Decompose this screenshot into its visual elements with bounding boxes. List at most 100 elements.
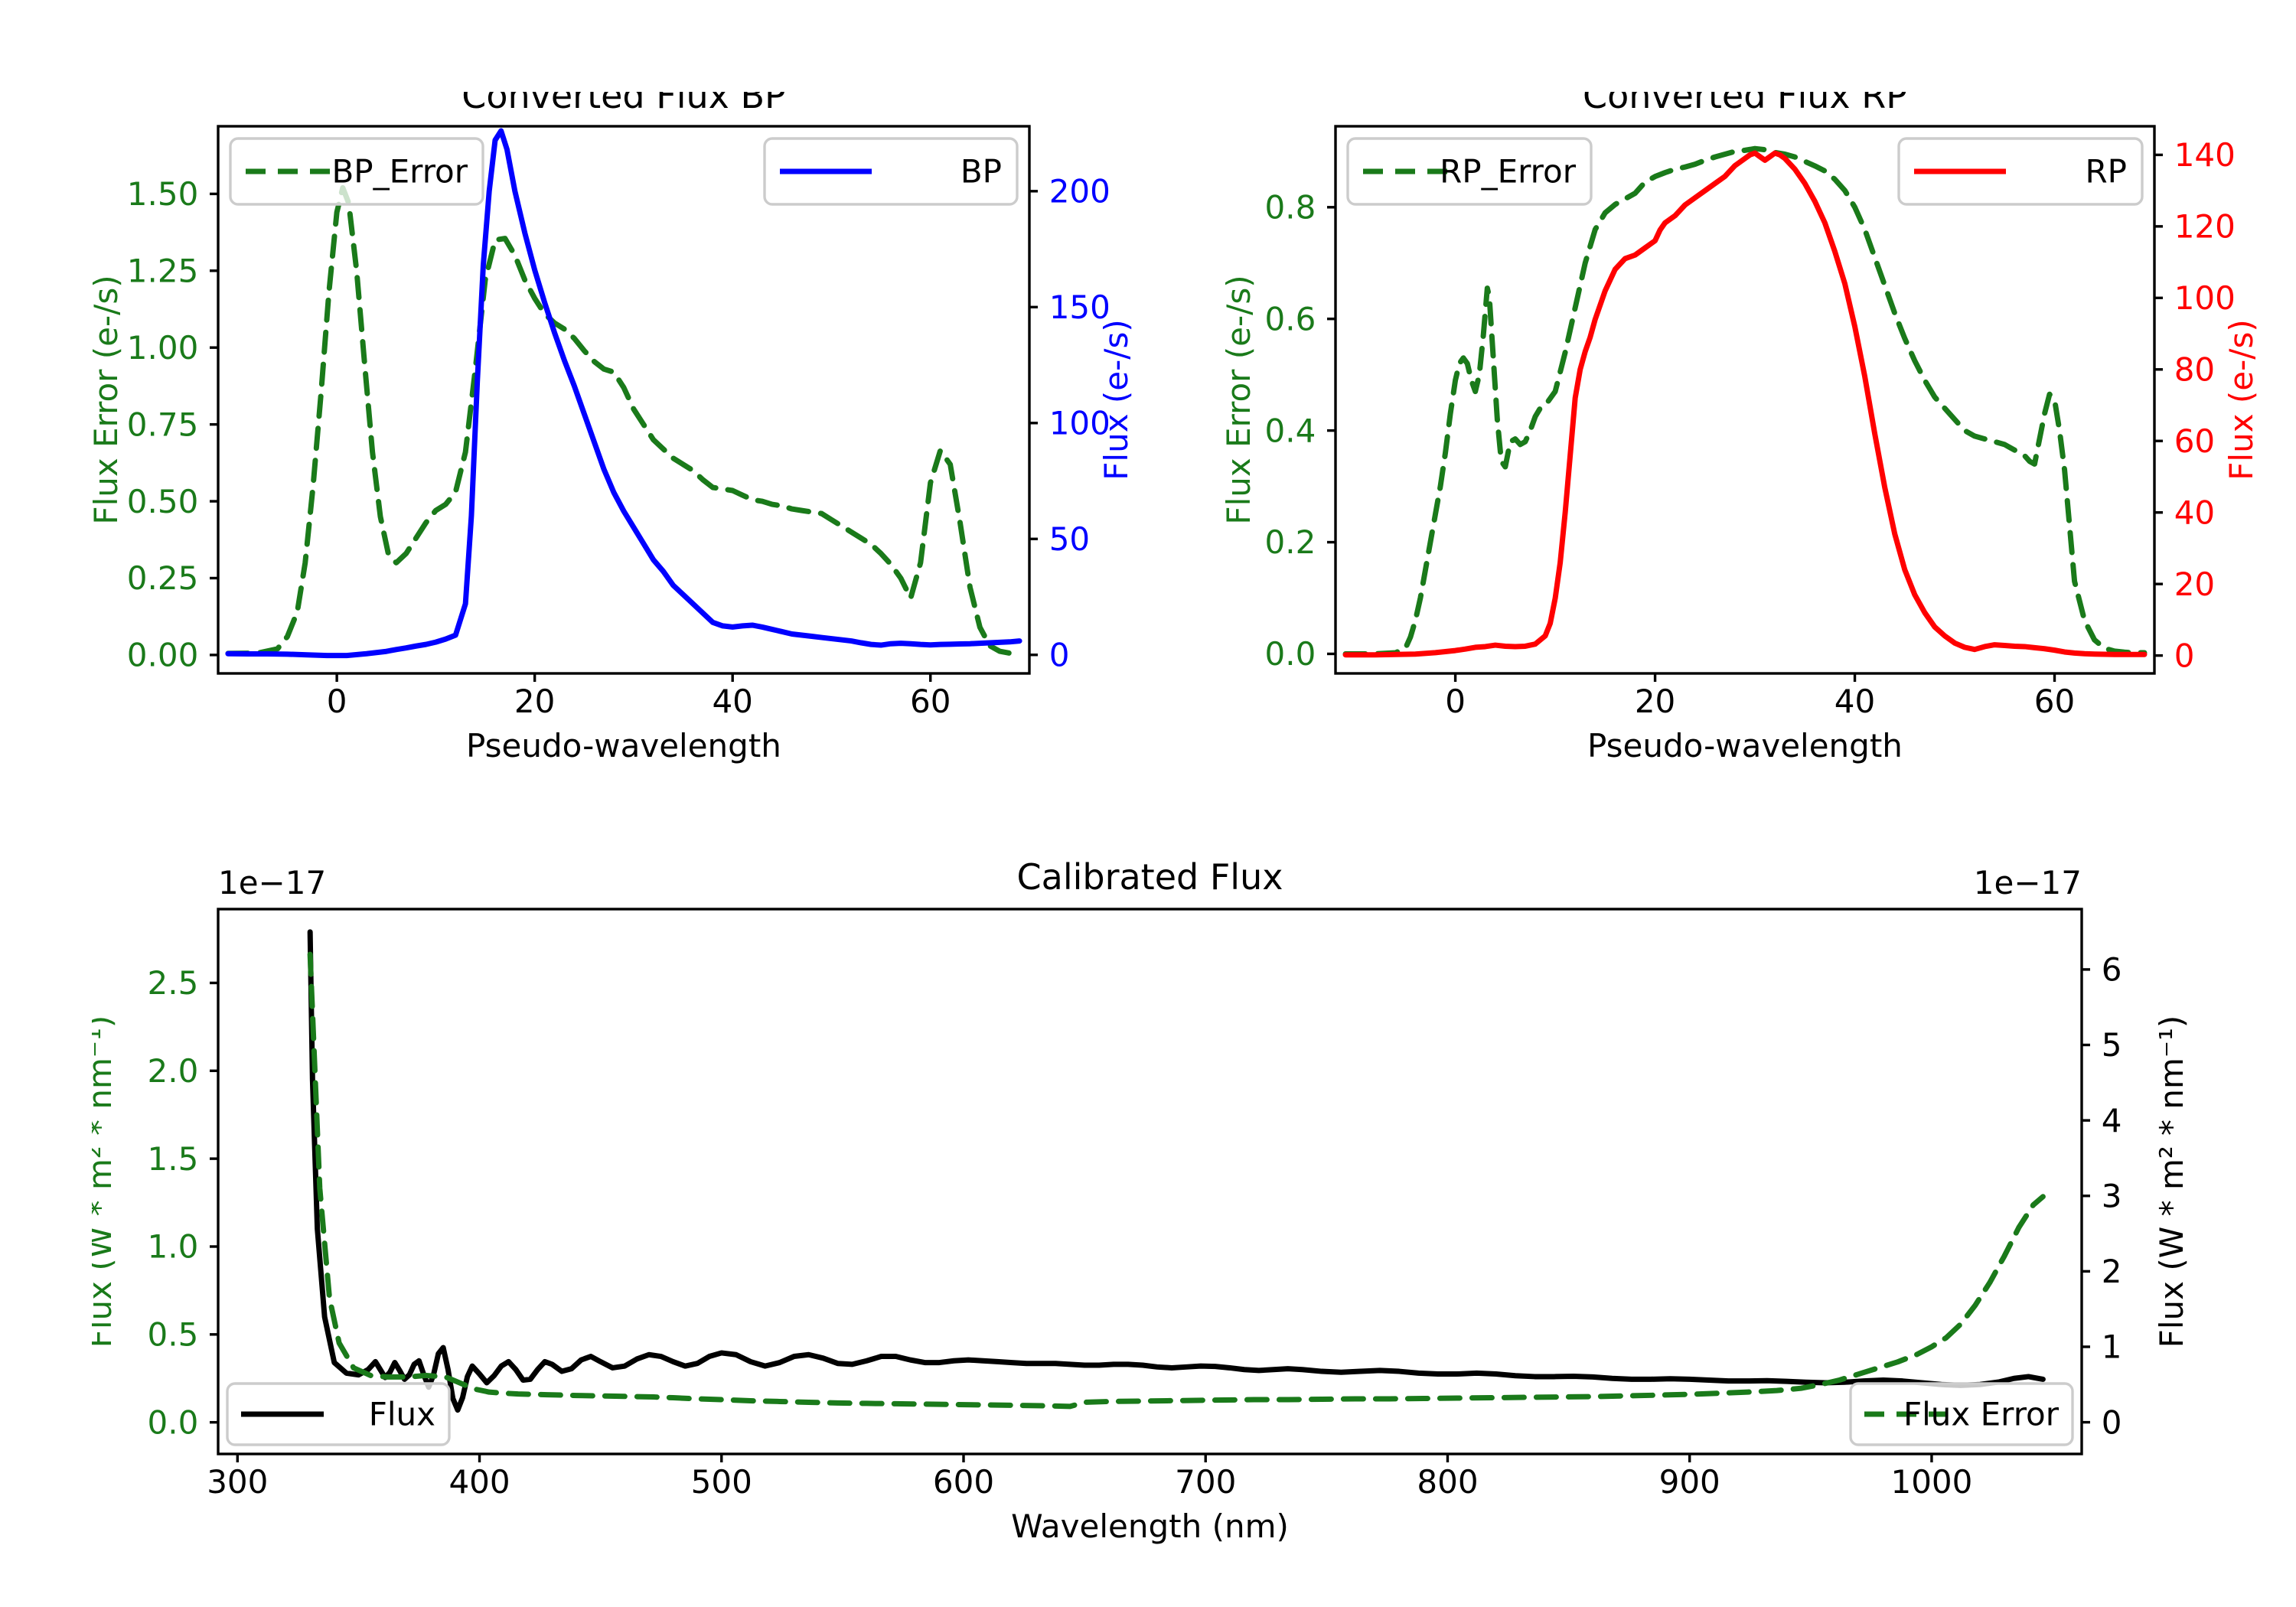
- y-tick-label-right: 5: [2102, 1026, 2122, 1064]
- y-tick-label-left: 1.0: [148, 1228, 199, 1266]
- y-tick-label-left: 0.00: [127, 637, 199, 674]
- x-tick-label: 800: [1417, 1463, 1478, 1501]
- legend-bp: BP: [763, 137, 1019, 206]
- y-tick-label-left: 0.5: [148, 1316, 199, 1354]
- y-tick-label-left: 0.0: [1265, 635, 1316, 673]
- x-tick-label: 1000: [1890, 1463, 1972, 1501]
- y-tick-label-right: 4: [2102, 1102, 2122, 1139]
- plot-frame: [217, 908, 2083, 1455]
- legend-rp-error: RP_Error: [1346, 137, 1593, 206]
- y-tick-label-right: 150: [1049, 288, 1110, 326]
- y-tick-label-left: 0.6: [1265, 300, 1316, 337]
- series-line-rp-error: [1342, 145, 2148, 657]
- legend-box: [1849, 1382, 2074, 1446]
- series-line-bp-error: [225, 184, 1022, 657]
- chart-title: Converted Flux RP: [1583, 92, 1907, 116]
- y-tick-label-right: 0: [2102, 1403, 2122, 1441]
- y-tick-label-left: 1.5: [148, 1140, 199, 1178]
- y-tick-label-left: 2.0: [148, 1052, 199, 1090]
- y-axis-label-right: Flux (e-/s): [1097, 319, 1135, 480]
- y-axis-label-right: Flux (e-/s): [2223, 319, 2260, 480]
- legend-box: [1897, 137, 2144, 206]
- x-tick-label: 500: [691, 1463, 752, 1501]
- x-tick-label: 700: [1175, 1463, 1236, 1501]
- plot-frame: [1334, 125, 2156, 675]
- chart-converted-flux-bp: Converted Flux BP 0 20 40 60 Pseudo-wavelengt…: [92, 92, 1135, 764]
- x-axis-label: Wavelength (nm): [1011, 1508, 1289, 1545]
- y-tick-label-left: 0.50: [127, 483, 199, 520]
- legend-flux-error: Flux Error: [1849, 1382, 2074, 1446]
- y-tick-label-right: 0: [2174, 637, 2195, 674]
- chart-title: Converted Flux BP: [461, 92, 786, 116]
- legend-label: RP: [2085, 153, 2127, 191]
- y-tick-label-left: 0.8: [1265, 188, 1316, 226]
- x-tick-label: 60: [2034, 683, 2075, 720]
- x-tick-label: 60: [910, 683, 951, 720]
- y-tick-label-right: 6: [2102, 951, 2122, 989]
- series-line-bp: [225, 128, 1022, 659]
- y-tick-label-left: 0.2: [1265, 523, 1316, 561]
- x-axis-label: Pseudo-wavelength: [466, 727, 781, 764]
- left-axis-offset-label: 1e−17: [218, 864, 326, 901]
- y-tick-label-right: 100: [2174, 279, 2236, 317]
- x-tick-label: 20: [514, 683, 555, 720]
- y-tick-label-right: 50: [1049, 520, 1090, 558]
- panel-calibrated-flux: Calibrated Flux 1e−17 1e−17 300 400 500 600 700…: [92, 842, 2296, 1607]
- chart-calibrated-flux: Calibrated Flux 1e−17 1e−17 300 400 500 600 700…: [92, 856, 2190, 1545]
- y-tick-label-left: 1.00: [127, 329, 199, 367]
- y-tick-label-left: 0.25: [127, 559, 199, 597]
- chart-converted-flux-rp: Converted Flux RP 0 20 40 60 Pseudo-wavelengt…: [1225, 92, 2260, 764]
- x-tick-label: 400: [448, 1463, 510, 1501]
- legend-label: BP_Error: [331, 153, 468, 191]
- legend-box: [229, 137, 484, 206]
- series-line-flux: [307, 929, 2046, 1413]
- y-axis-label-left: Flux (W * m² * nm⁻¹): [92, 1015, 119, 1348]
- y-tick-label-right: 200: [1049, 173, 1110, 210]
- chart-title: Calibrated Flux: [1017, 856, 1283, 898]
- legend-label: BP: [960, 153, 1002, 191]
- y-tick-label-left: 0.0: [148, 1403, 199, 1441]
- x-tick-label: 300: [207, 1463, 268, 1501]
- x-tick-label: 40: [712, 683, 752, 720]
- x-tick-label: 0: [1445, 683, 1466, 720]
- x-tick-label: 900: [1659, 1463, 1720, 1501]
- y-tick-label-right: 80: [2174, 350, 2215, 388]
- series-line-rp: [1342, 150, 2148, 658]
- y-tick-label-right: 120: [2174, 208, 2236, 246]
- y-tick-label-right: 100: [1049, 404, 1110, 442]
- x-tick-label: 600: [933, 1463, 994, 1501]
- legend-box: [763, 137, 1019, 206]
- y-tick-label-right: 40: [2174, 494, 2215, 531]
- y-tick-label-left: 0.4: [1265, 412, 1316, 449]
- y-axis-label-left: Flux Error (e-/s): [92, 275, 125, 524]
- panel-converted-flux-bp: Converted Flux BP 0 20 40 60 Pseudo-wavelengt…: [92, 92, 1179, 842]
- y-axis-label-left: Flux Error (e-/s): [1225, 275, 1257, 524]
- legend-rp: RP: [1897, 137, 2144, 206]
- y-tick-label-left: 0.75: [127, 406, 199, 443]
- right-axis-offset-label: 1e−17: [1974, 864, 2082, 901]
- x-tick-label: 20: [1635, 683, 1675, 720]
- series-line-flux-error: [307, 951, 2046, 1410]
- legend-flux: Flux: [226, 1382, 451, 1446]
- y-tick-label-left: 1.25: [127, 252, 199, 289]
- legend-bp-error: BP_Error: [229, 137, 484, 206]
- legend-box: [226, 1382, 451, 1446]
- y-tick-label-left: 1.50: [127, 175, 199, 213]
- x-axis-label: Pseudo-wavelength: [1587, 727, 1903, 764]
- y-tick-label-right: 60: [2174, 422, 2215, 460]
- legend-label: Flux Error: [1903, 1396, 2060, 1433]
- x-tick-label: 0: [327, 683, 347, 720]
- y-tick-label-right: 2: [2102, 1253, 2122, 1290]
- y-axis-label-right: Flux (W * m² * nm⁻¹): [2153, 1015, 2190, 1348]
- legend-box: [1346, 137, 1593, 206]
- y-tick-label-right: 140: [2174, 136, 2236, 174]
- y-tick-label-left: 2.5: [148, 964, 199, 1002]
- y-tick-label-right: 1: [2102, 1328, 2122, 1366]
- legend-label: Flux: [369, 1396, 435, 1433]
- panel-converted-flux-rp: Converted Flux RP 0 20 40 60 Pseudo-wavelengt…: [1225, 92, 2296, 842]
- y-tick-label-right: 3: [2102, 1177, 2122, 1214]
- y-tick-label-right: 0: [1049, 636, 1070, 673]
- plot-frame: [217, 125, 1031, 675]
- x-tick-label: 40: [1835, 683, 1875, 720]
